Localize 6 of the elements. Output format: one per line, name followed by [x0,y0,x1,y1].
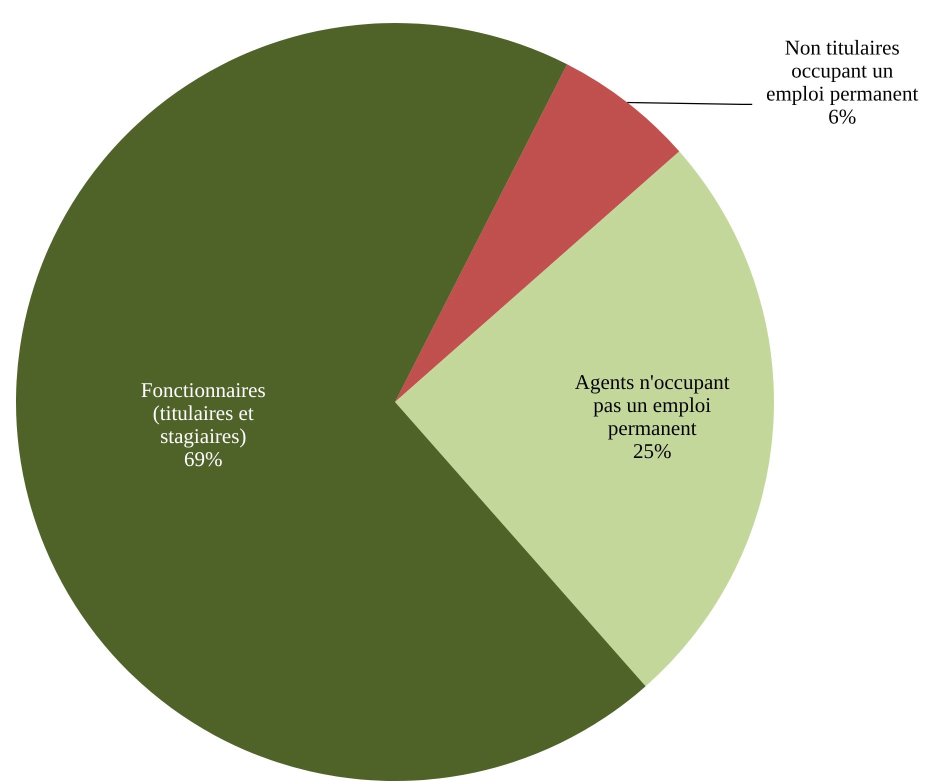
data-label: 6% [828,104,856,129]
slice-label: Fonctionnaires (titulaires et stagiaires) [140,378,266,448]
slice-label: Agents n'occupant pas un emploi permanent [574,370,730,440]
data-label: 69% [184,447,222,472]
data-label: 25% [632,439,672,464]
slice-label: Non titulaires occupant un emploi permanent [766,36,918,106]
